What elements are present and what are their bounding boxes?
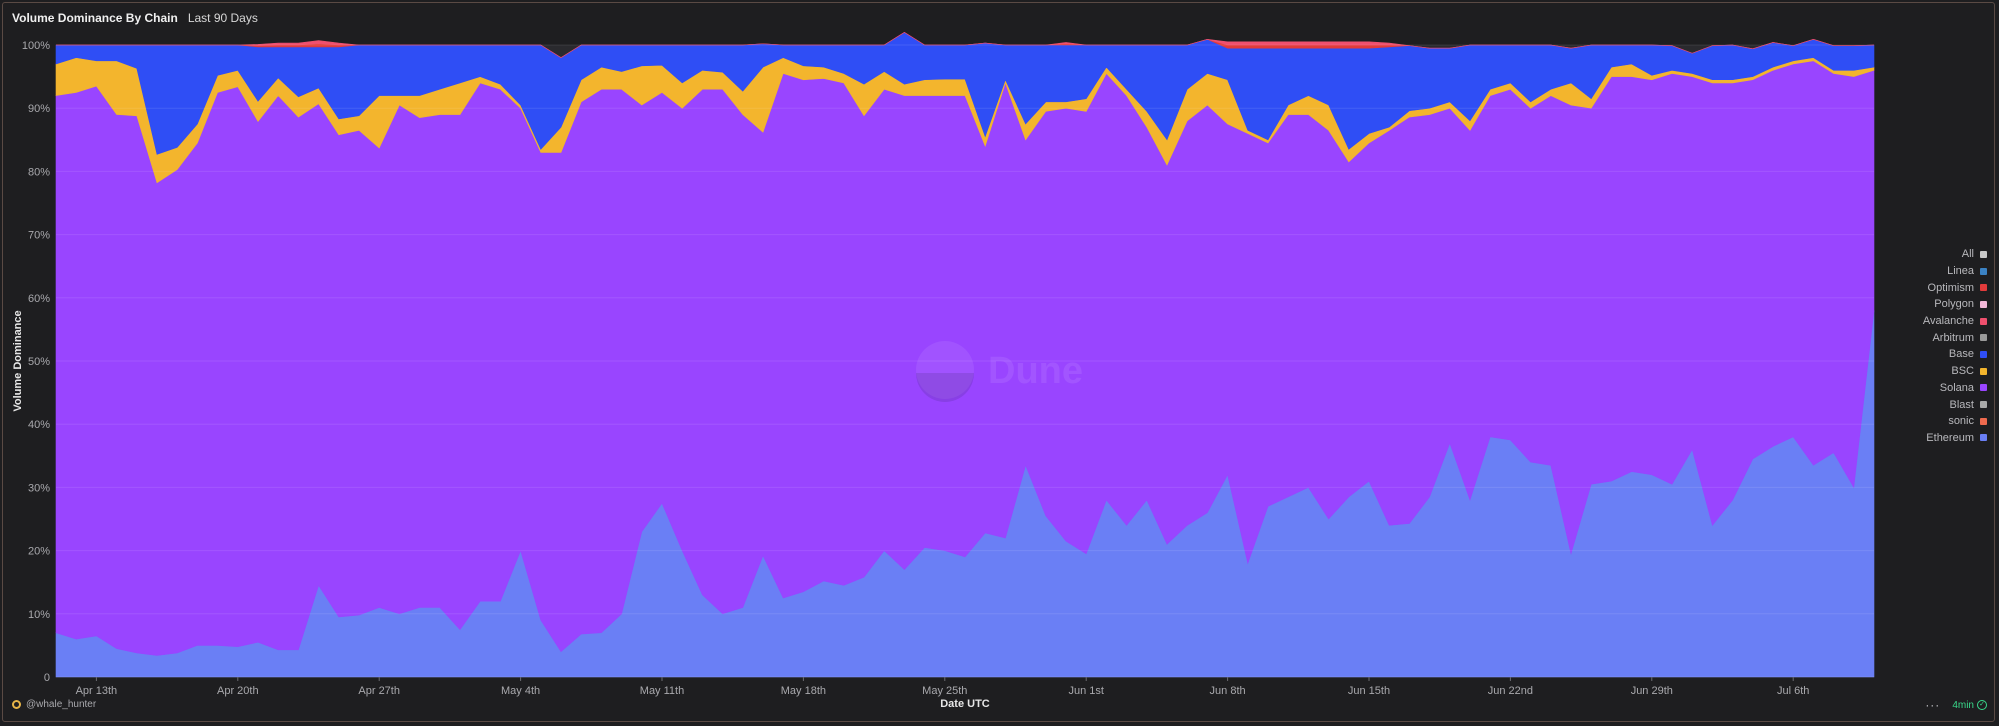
legend-item[interactable]: sonic	[1948, 413, 1987, 430]
y-tick-label: 30%	[28, 482, 50, 494]
y-tick-label: 0	[44, 672, 50, 684]
x-tick-label: Jun 1st	[1068, 685, 1103, 697]
x-tick-label: May 25th	[922, 685, 967, 697]
y-tick-label: 50%	[28, 356, 50, 368]
area-avalanche	[56, 32, 1875, 58]
legend-item[interactable]: Optimism	[1928, 279, 1987, 296]
legend-item[interactable]: BSC	[1951, 363, 1987, 380]
y-tick-label: 70%	[28, 230, 50, 242]
x-tick-label: Apr 20th	[217, 685, 259, 697]
legend-item[interactable]: Ethereum	[1926, 430, 1987, 447]
legend-swatch	[1980, 317, 1987, 325]
y-tick-label: 10%	[28, 609, 50, 621]
legend-item[interactable]: Polygon	[1934, 296, 1987, 313]
legend-swatch	[1980, 300, 1987, 308]
legend-label: Solana	[1939, 381, 1974, 394]
legend-item[interactable]: Linea	[1947, 263, 1987, 280]
username: @whale_hunter	[26, 699, 97, 710]
legend-swatch	[1980, 434, 1987, 442]
dune-logo-icon	[916, 341, 974, 399]
y-tick-label: 60%	[28, 293, 50, 305]
legend-item[interactable]: Blast	[1950, 396, 1987, 413]
legend-label: Optimism	[1927, 281, 1974, 294]
x-tick-label: May 18th	[781, 685, 826, 697]
legend-label: sonic	[1948, 415, 1974, 428]
x-tick-label: Apr 13th	[76, 685, 118, 697]
user-avatar-icon	[12, 700, 21, 709]
chart-title: Volume Dominance By Chain	[12, 11, 178, 25]
legend-item[interactable]: Base	[1949, 346, 1987, 363]
check-circle-icon: ✓	[1977, 700, 1987, 710]
y-tick-label: 80%	[28, 166, 50, 178]
x-tick-label: Jun 8th	[1210, 685, 1246, 697]
more-icon[interactable]: ···	[1925, 698, 1941, 712]
legend-swatch	[1980, 284, 1987, 292]
legend-label: Polygon	[1934, 298, 1974, 311]
legend-label: Ethereum	[1926, 431, 1974, 444]
refresh-status: 4min ✓	[1952, 700, 1987, 711]
y-axis-title: Volume Dominance	[12, 310, 24, 411]
y-tick-label: 100%	[22, 40, 50, 52]
footer-controls: ··· 4min ✓	[1925, 698, 1987, 712]
x-tick-label: Apr 27th	[358, 685, 400, 697]
x-tick-label: Jun 22nd	[1488, 685, 1533, 697]
legend-item[interactable]: Arbitrum	[1932, 329, 1987, 346]
legend-label: Base	[1948, 348, 1974, 361]
legend-label: Linea	[1947, 265, 1974, 278]
legend-swatch	[1980, 417, 1987, 425]
legend-swatch	[1980, 334, 1987, 342]
chart-subtitle: Last 90 Days	[187, 11, 258, 25]
chart-legend: All Linea Optimism Polygon Avalanche Arbitrum…	[1847, 246, 1987, 446]
legend-swatch	[1980, 401, 1987, 409]
legend-item[interactable]: Avalanche	[1923, 313, 1987, 330]
y-tick-label: 20%	[28, 546, 50, 558]
legend-label: Blast	[1949, 398, 1974, 411]
legend-swatch	[1980, 267, 1987, 275]
legend-label: BSC	[1951, 365, 1974, 378]
legend-label: Arbitrum	[1932, 331, 1974, 344]
legend-label: Avalanche	[1922, 315, 1974, 328]
x-tick-label: Jul 6th	[1777, 685, 1809, 697]
chart-header: Volume Dominance By Chain Last 90 Days	[12, 11, 258, 29]
legend-swatch	[1980, 250, 1987, 258]
watermark-text: Dune	[988, 350, 1083, 392]
legend-swatch	[1980, 384, 1987, 392]
x-tick-label: May 4th	[501, 685, 540, 697]
footer-user[interactable]: @whale_hunter	[12, 699, 96, 710]
legend-swatch	[1980, 367, 1987, 375]
x-tick-label: May 11th	[640, 685, 684, 697]
legend-label: All	[1961, 248, 1974, 261]
x-tick-label: Jun 29th	[1631, 685, 1673, 697]
y-tick-label: 40%	[28, 419, 50, 431]
dune-logo-shade	[916, 373, 974, 402]
x-tick-label: Jun 15th	[1348, 685, 1390, 697]
legend-item[interactable]: Solana	[1940, 380, 1987, 397]
x-axis-title: Date UTC	[940, 698, 990, 710]
y-tick-label: 90%	[28, 103, 50, 115]
legend-item[interactable]: All	[1962, 246, 1987, 263]
legend-swatch	[1980, 350, 1987, 358]
refresh-age: 4min	[1952, 699, 1974, 711]
